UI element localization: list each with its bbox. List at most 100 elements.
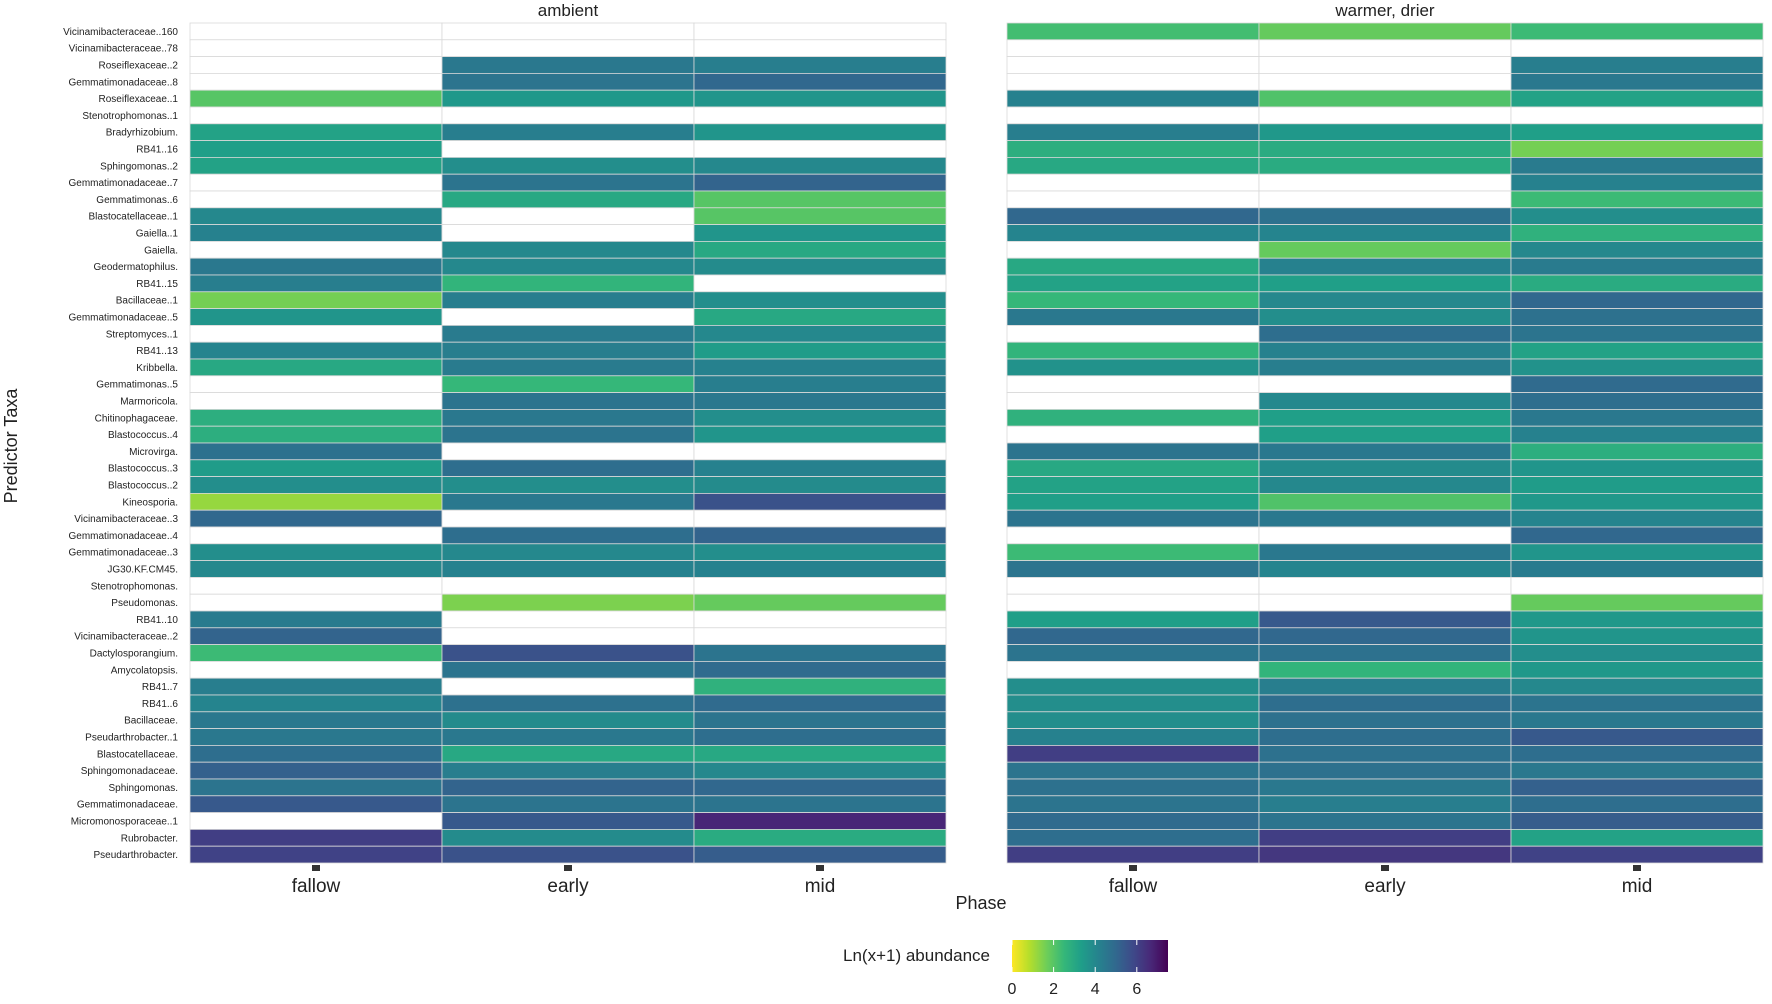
heatmap-cell [441,123,695,142]
heatmap-cell [1258,745,1512,763]
heatmap-cell [1258,829,1512,847]
heatmap-cell [693,509,947,528]
heatmap-cell [1258,207,1512,226]
y-tick-label: Blastococcus..3 [108,464,178,475]
y-tick-label: RB41..13 [136,346,178,357]
heatmap-cell [441,207,695,226]
heatmap-cell [1006,593,1260,612]
heatmap-cell [189,442,443,461]
heatmap-cell [189,694,443,713]
heatmap-cell [441,442,695,461]
heatmap-cell [1510,476,1764,494]
heatmap-cell [1258,610,1512,629]
heatmap-cell [693,442,947,461]
heatmap-cell [693,459,947,477]
color-legend: Ln(x+1) abundance 0 2 4 6 [843,940,1168,998]
heatmap-cell [189,661,443,679]
heatmap-cell [1258,308,1512,326]
heatmap-cell [189,190,443,209]
x-tick-label: fallow [1109,876,1158,897]
heatmap-cell [693,761,947,780]
heatmap-cell [1510,761,1764,780]
heatmap-cell [1510,543,1764,561]
heatmap-cell [1258,341,1512,360]
heatmap-cell [693,778,947,797]
heatmap-cell [189,543,443,561]
heatmap-cell [1006,56,1260,74]
y-tick-label: Vicinamibacteraceae..2 [74,632,178,643]
heatmap-cell [1510,644,1764,662]
heatmap-cell [1006,761,1260,780]
heatmap-cell [1258,89,1512,108]
heatmap-cell [1006,543,1260,561]
facet-title: ambient [538,1,599,20]
heatmap-cell [441,425,695,444]
y-tick-label: Streptomyces..1 [106,329,179,340]
heatmap-cell [1510,375,1764,393]
heatmap-cell [693,106,947,125]
heatmap-cell [693,408,947,427]
heatmap-cell [693,845,947,864]
y-tick-label: Kineosporia. [122,497,178,508]
x-tick-mark [312,865,320,871]
heatmap-cell [441,661,695,679]
heatmap-cell [1258,375,1512,393]
y-tick-label: Dactylosporangium. [90,649,178,660]
x-tick-mark [564,865,572,871]
heatmap-cell [693,728,947,746]
heatmap-cell [1258,492,1512,511]
y-tick-label: Bacillaceae. [124,716,178,727]
y-tick-label: Amycolatopsis. [111,665,178,676]
y-tick-label: Gemmatimonadaceae..3 [68,548,178,559]
heatmap-cell [1510,492,1764,511]
heatmap-cell [441,526,695,545]
heatmap-cell [1510,677,1764,696]
heatmap-cell [1510,173,1764,192]
heatmap-cell [693,593,947,612]
heatmap-cell [189,39,443,57]
heatmap-cell [1510,240,1764,259]
facet-title: warmer, drier [1334,1,1435,20]
heatmap-cell [1006,795,1260,813]
heatmap-cell [1006,745,1260,763]
heatmap-cell [1258,845,1512,864]
axis-labels: ambient fallow early mid warmer, drier fallow… [63,1,1652,897]
heatmap-cell [1006,224,1260,242]
heatmap-cell [189,711,443,729]
heatmap-cell [1006,240,1260,259]
heatmap-cell [1510,274,1764,293]
heatmap-cell [1006,358,1260,377]
y-tick-label: Blastocatellaceae. [97,749,178,760]
x-tick-label: mid [1622,876,1653,897]
heatmap-cell [1510,795,1764,813]
heatmap-cell [1006,677,1260,696]
heatmap-cell [1510,661,1764,679]
y-tick-label: Gaiella. [144,245,178,256]
heatmap-cell [189,509,443,528]
y-tick-label: Marmoricola. [120,397,178,408]
y-tick-label: Vicinamibacteraceae..3 [74,514,178,525]
heatmap-cell [189,291,443,309]
y-tick-label: Roseiflexaceae..1 [99,94,179,105]
heatmap-cell [1006,610,1260,629]
legend-title: Ln(x+1) abundance [843,946,990,965]
x-tick-mark [1381,865,1389,871]
heatmap-cell [1510,358,1764,377]
heatmap-cell [1006,442,1260,461]
heatmap-cell [441,610,695,629]
heatmap-cell [441,341,695,360]
y-tick-label: Blastocatellaceae..1 [88,212,178,223]
heatmap-cell [441,56,695,74]
y-tick-label: Kribbella. [136,363,178,374]
heatmap-cell [1006,644,1260,662]
heatmap-cell [693,560,947,578]
heatmap-cell [1006,627,1260,645]
y-tick-label: Gemmatimonas..6 [96,195,178,206]
heatmap-cell [1006,845,1260,864]
x-axis-title: Phase [955,893,1006,913]
heatmap-cell [1006,173,1260,192]
y-tick-label: Gaiella..1 [136,229,179,240]
heatmap-cell [1006,509,1260,528]
